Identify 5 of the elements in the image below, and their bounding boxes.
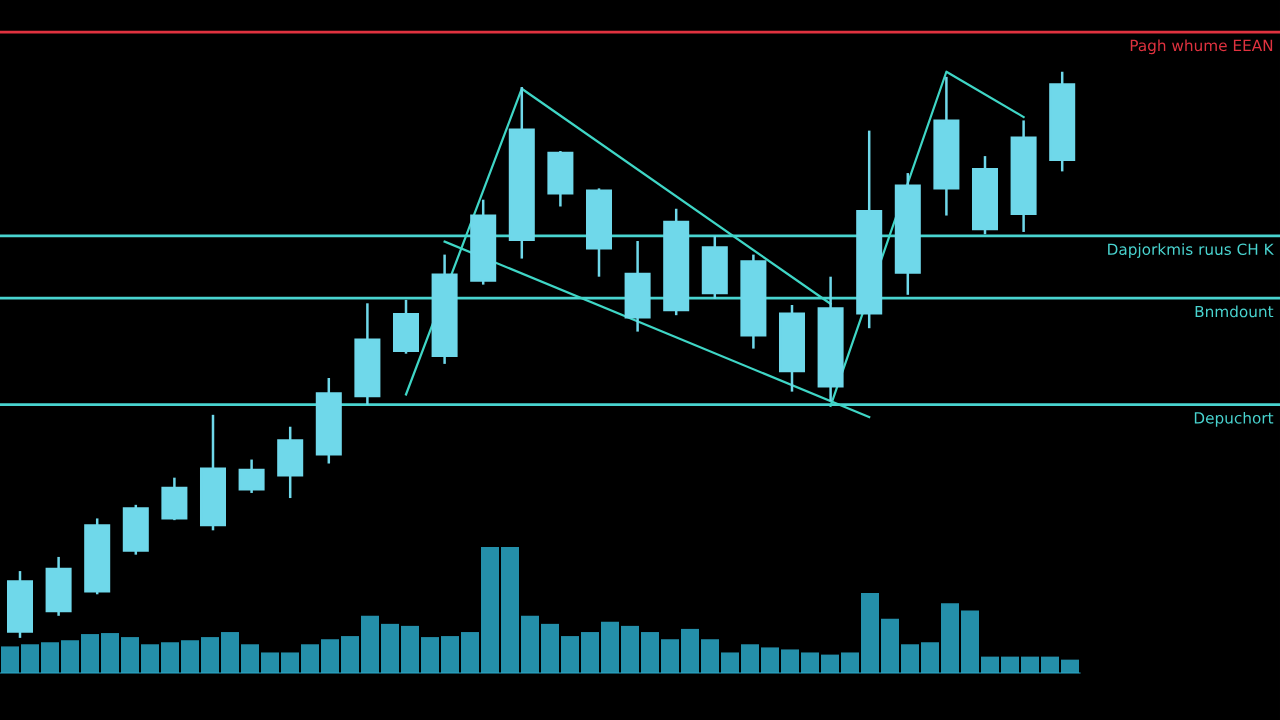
candlestick	[238, 458, 265, 495]
ref-line-label: Bnmdount	[1195, 305, 1274, 318]
ref-line-label: Dapjorkmis ruus CH K	[1108, 243, 1274, 258]
ref-line-label: Pagh whume EEAN	[1130, 39, 1273, 55]
ref-line-label: Depuchort	[1194, 411, 1274, 427]
